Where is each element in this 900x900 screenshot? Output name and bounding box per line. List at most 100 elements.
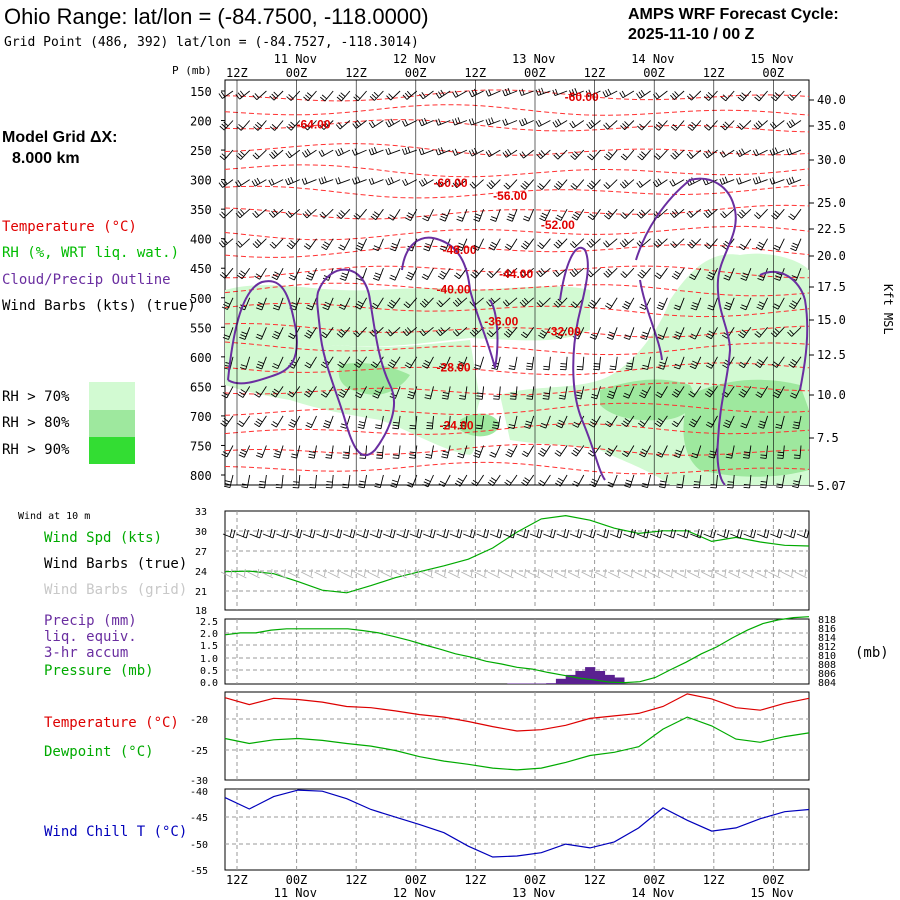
wind-barb xyxy=(604,297,618,310)
wind-barb xyxy=(588,415,601,428)
wind-barb xyxy=(623,327,635,340)
wind-barb xyxy=(524,415,535,429)
top-hour-label: 00Z xyxy=(405,66,427,80)
wind-barb xyxy=(258,474,267,489)
wind-barb xyxy=(237,267,251,280)
wind-barb xyxy=(703,90,718,101)
wind-barb xyxy=(252,90,267,101)
temperature-contour-label: -28.00 xyxy=(437,360,471,374)
wind-barb-grid xyxy=(594,568,607,579)
wind-barb-grid xyxy=(501,568,514,579)
wind-barb xyxy=(355,238,368,251)
wind-barb xyxy=(273,445,284,459)
wind-barb-grid xyxy=(714,568,728,579)
wind-barb xyxy=(637,149,651,161)
top-hour-label: 12Z xyxy=(584,66,606,80)
wind-barb xyxy=(254,386,267,398)
bottom-hour-label: 12Z xyxy=(345,873,367,887)
wind-barb xyxy=(671,415,685,428)
rh80-label: RH > 80% xyxy=(2,415,70,431)
wind-barb xyxy=(738,386,752,398)
wind-barb xyxy=(249,528,263,539)
wind-barb xyxy=(336,208,351,220)
wind-barb xyxy=(469,326,484,337)
pressure-tick-label: 350 xyxy=(190,203,212,217)
y-tick-label: 2.0 xyxy=(200,629,218,640)
wind-barb xyxy=(309,474,317,489)
wind-barb xyxy=(719,176,735,185)
temperature-contour-label: -56.00 xyxy=(493,189,527,203)
wind-barb xyxy=(504,238,518,251)
bottom-date-label: 14 Nov xyxy=(631,886,674,900)
wind-barb xyxy=(370,356,384,368)
rh90-swatch xyxy=(89,437,135,464)
wind-barb xyxy=(552,118,568,128)
wind-barb xyxy=(218,90,234,99)
temperature-contour xyxy=(224,104,810,116)
wind-barb xyxy=(270,386,284,398)
wind-barb xyxy=(223,474,234,489)
wind-barb xyxy=(771,356,785,368)
wind-barb xyxy=(777,445,785,459)
wind-barb-grid xyxy=(607,568,621,579)
bottom-hour-label: 12Z xyxy=(703,873,725,887)
wind-barb xyxy=(586,179,601,190)
wind-barb xyxy=(256,297,267,311)
precip-bar xyxy=(565,674,576,684)
pressure-unit: (mb) xyxy=(855,645,889,661)
kft-tick-label: 15.0 xyxy=(817,313,846,327)
wind-barb xyxy=(436,326,451,337)
wind-barb xyxy=(520,179,535,190)
wind-barb xyxy=(690,445,702,459)
wind-barb xyxy=(603,120,618,130)
wind-barb xyxy=(537,179,551,190)
wind-barb xyxy=(587,297,601,309)
top-date-label: 11 Nov xyxy=(274,52,317,66)
pressure-tick-label: 400 xyxy=(190,233,212,247)
precip-bar xyxy=(517,683,528,684)
wind-barb xyxy=(572,474,585,487)
wind-barb xyxy=(720,120,735,131)
wind-barb-grid xyxy=(260,568,274,579)
wind-barb xyxy=(402,178,418,186)
temperature-contour-label: -32.00 xyxy=(547,324,581,338)
wind-barb xyxy=(755,356,768,368)
wind-barb xyxy=(502,297,518,307)
wind-barb xyxy=(419,90,434,100)
rh80-swatch xyxy=(89,410,135,437)
wind-barb xyxy=(506,209,518,222)
wind-barb xyxy=(285,149,301,159)
wind-barb xyxy=(304,327,317,339)
bottom-hour-label: 12Z xyxy=(464,873,486,887)
wind-barb xyxy=(730,528,743,539)
wind-barb xyxy=(538,327,551,339)
wind-barb xyxy=(255,327,267,340)
wind-barb-grid xyxy=(220,568,234,579)
legend-dewpoint: Dewpoint (°C) xyxy=(44,744,154,760)
wind-barb xyxy=(239,356,251,370)
wind-barb xyxy=(542,386,551,400)
wind-barb xyxy=(504,474,518,486)
wind-barb xyxy=(708,445,718,459)
wind-barb xyxy=(671,386,685,398)
wind-barb xyxy=(485,89,501,97)
wind-barb xyxy=(306,297,317,311)
wind-barb xyxy=(553,149,568,160)
wind-barb xyxy=(473,209,485,222)
wind-barb xyxy=(285,208,301,218)
wind-barb xyxy=(769,177,785,185)
wind-barb xyxy=(604,149,618,161)
wind-barb xyxy=(508,356,518,371)
bottom-hour-label: 12Z xyxy=(584,873,606,887)
wind-barb xyxy=(787,326,802,337)
top-hour-label: 12Z xyxy=(226,66,248,80)
wind-barb xyxy=(468,118,484,126)
wind-barb xyxy=(426,415,434,430)
wind-barb-grid xyxy=(527,568,541,579)
wind-barb xyxy=(519,149,534,159)
wind-barb xyxy=(351,176,367,185)
wind-barb xyxy=(316,528,329,539)
wind-barb xyxy=(690,528,703,539)
kft-tick-label: 40.0 xyxy=(817,93,846,107)
wind-barb xyxy=(485,149,501,158)
